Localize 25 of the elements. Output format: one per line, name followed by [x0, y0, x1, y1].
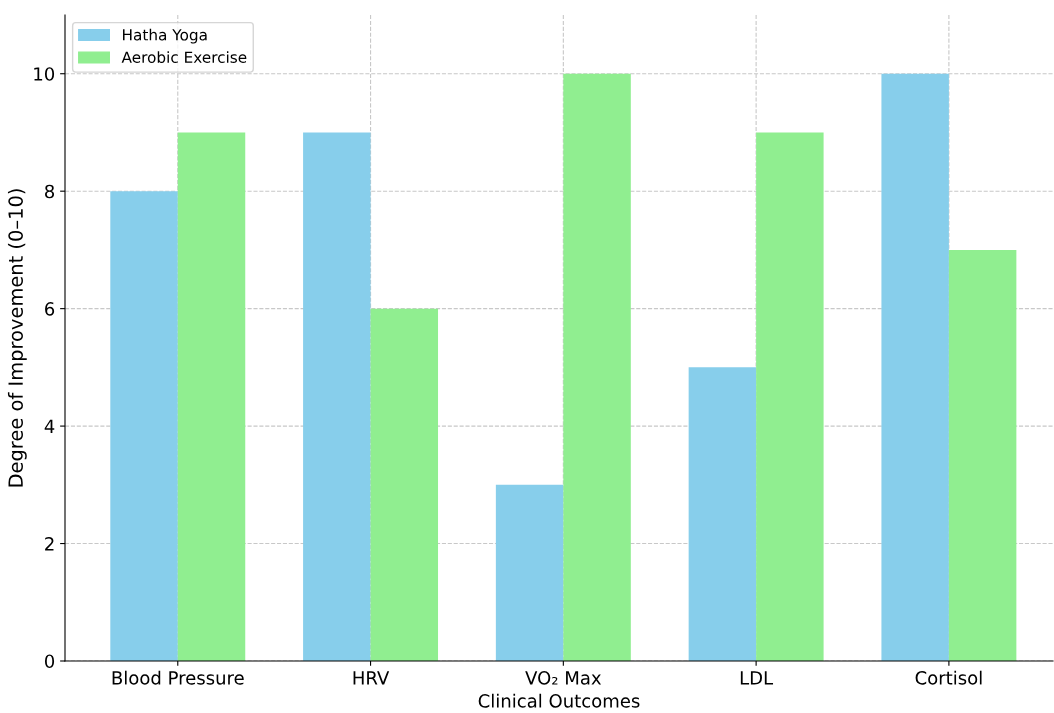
bar	[881, 73, 949, 661]
bar	[303, 132, 371, 661]
x-tick-label: Blood Pressure	[112, 670, 244, 685]
x-tick-label: LDL	[740, 671, 774, 685]
y-tick-label: 10	[34, 67, 55, 81]
y-tick-label: 0	[44, 654, 55, 669]
bar	[948, 249, 1017, 661]
x-axis-title: Clinical Outcomes	[478, 693, 640, 708]
x-tick-label: VO₂ Max	[525, 671, 602, 685]
bar	[563, 73, 631, 661]
bar	[370, 308, 439, 661]
x-tick-label: HRV	[353, 671, 390, 685]
y-tick-label: 8	[45, 184, 55, 199]
x-tick-label: Cortisol	[915, 670, 982, 685]
legend-label: Hatha Yoga	[123, 28, 207, 44]
bar	[177, 132, 246, 661]
y-tick-label: 2	[45, 537, 54, 551]
bar	[110, 191, 178, 661]
y-axis-title: Degree of Improvement (0–10)	[7, 189, 27, 487]
bar	[495, 484, 564, 661]
legend-label: Aerobic Exercise	[121, 51, 247, 63]
bar	[688, 367, 757, 661]
y-tick-label: 4	[44, 419, 55, 433]
y-tick-label: 6	[45, 302, 55, 316]
bar	[756, 132, 824, 661]
